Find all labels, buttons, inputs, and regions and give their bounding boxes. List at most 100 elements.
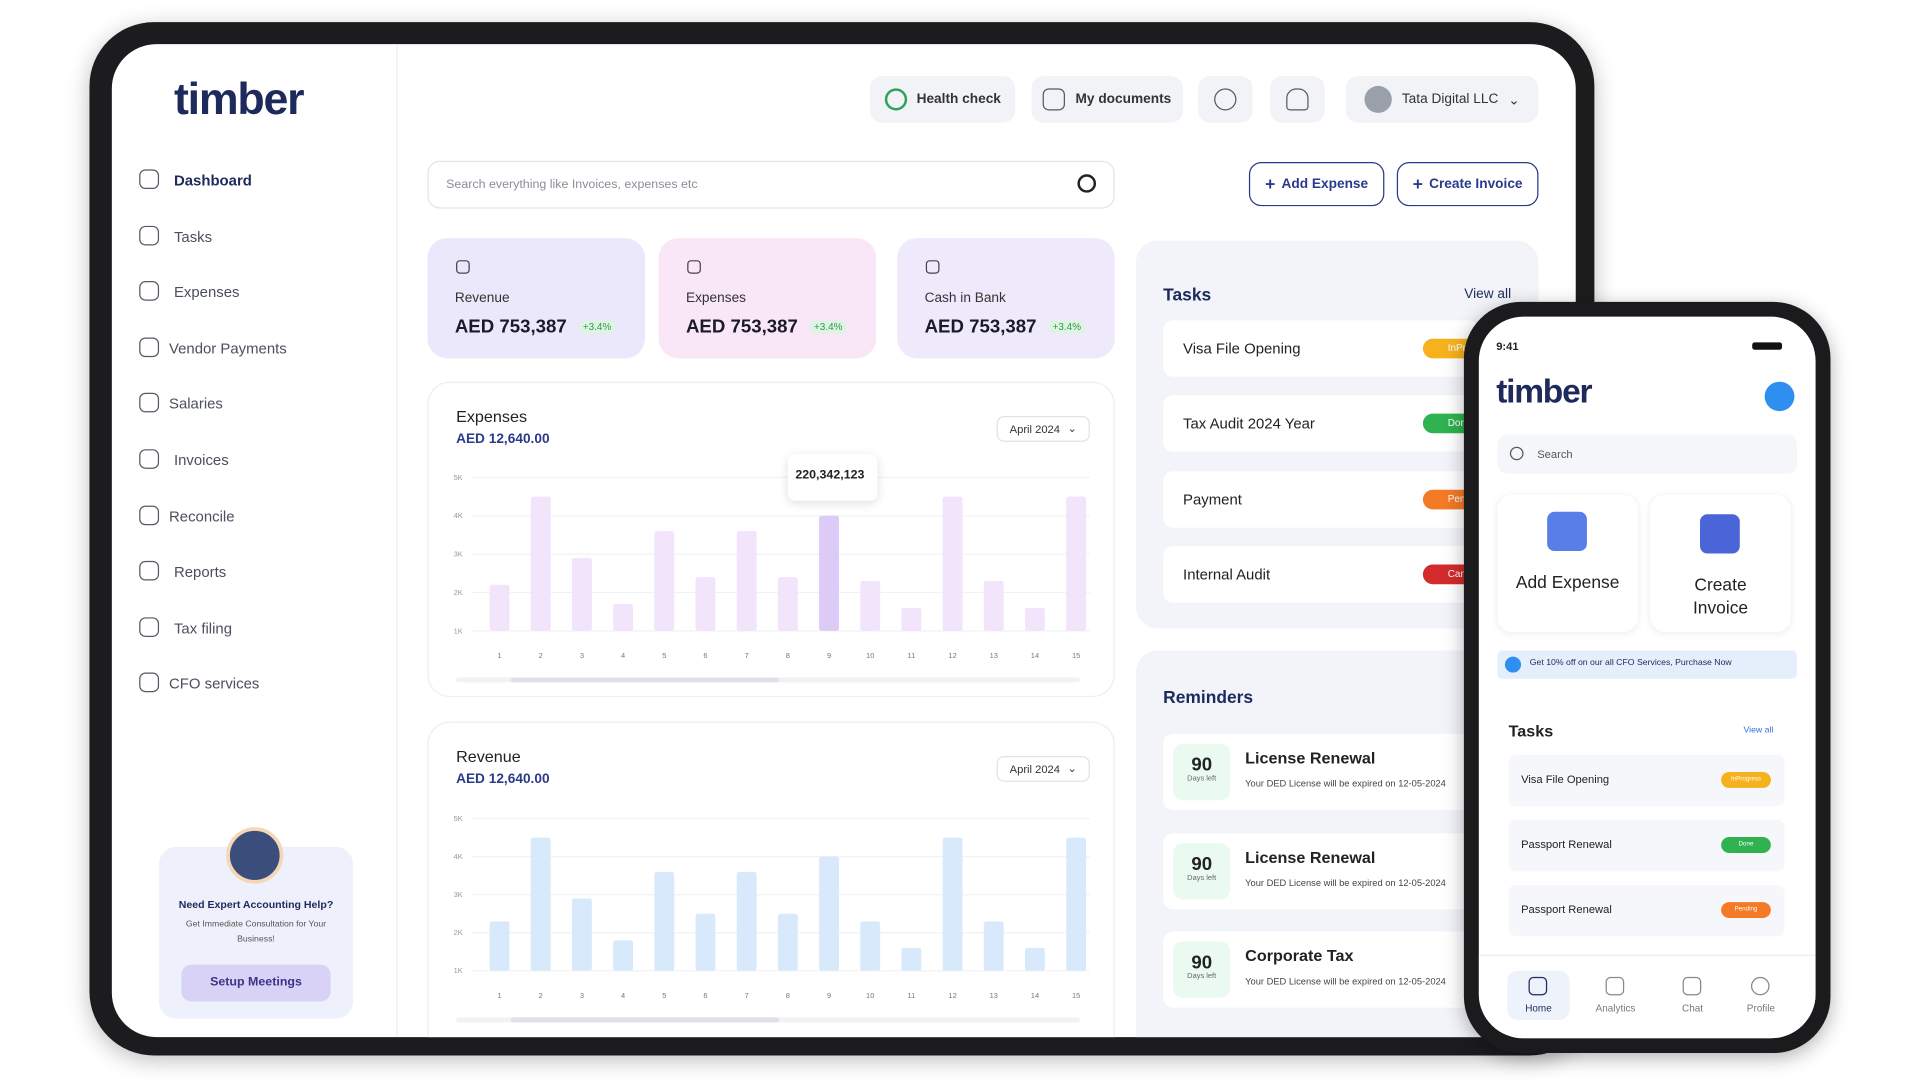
chart-total: AED 12,640.00 (456, 432, 550, 447)
task-row[interactable]: Internal AuditCancelled (1163, 546, 1479, 603)
promo-banner[interactable]: Get 10% off on our all CFO Services, Pur… (1497, 650, 1797, 679)
nav-icon (139, 673, 160, 693)
tablet-screen: timber Need Expert Accounting Help? Get … (111, 44, 1576, 1038)
phone-add-expense-label: Add Expense (1515, 571, 1620, 592)
nav-item[interactable]: Dashboard (173, 171, 252, 190)
phone-view-all[interactable]: View all (1743, 726, 1774, 736)
x-tick-label: 11 (908, 991, 916, 1000)
phone-task-row[interactable]: Passport Renewal Pending (1508, 884, 1785, 937)
active-tab-bg (1507, 970, 1570, 1020)
nav-item[interactable]: Expenses (173, 283, 240, 301)
chart-title: Revenue (456, 747, 521, 766)
phone-add-expense[interactable]: Add Expense (1497, 494, 1638, 633)
task-row[interactable]: PaymentPending (1163, 471, 1479, 528)
nav-icon (139, 449, 160, 469)
company-menu[interactable]: Tata Digital LLC ⌄ (1345, 76, 1539, 123)
nav-item[interactable]: CFO services (169, 675, 260, 693)
health-check-label: Health check (916, 92, 1001, 107)
tab-icon[interactable] (1528, 976, 1548, 996)
phone-bell[interactable] (1764, 381, 1795, 412)
reminder-row[interactable]: 90 Days left Corporate Tax Your DED License… (1163, 931, 1479, 1008)
kpi-card: Cash in Bank AED 753,387 +3.4% (897, 238, 1115, 359)
x-tick-label: 14 (1031, 991, 1039, 1000)
tab-icon[interactable] (1750, 976, 1770, 996)
phone-task-name: Passport Renewal (1521, 838, 1612, 851)
nav-icon (139, 393, 160, 413)
chevron: ⌄ (1067, 762, 1077, 775)
x-tick-label: 7 (745, 651, 749, 660)
documents-label: My documents (1075, 92, 1172, 107)
nav-item[interactable]: Salaries (169, 395, 223, 413)
nav-item[interactable]: Tasks (173, 227, 213, 245)
tab-icon[interactable] (1605, 976, 1625, 996)
bar (777, 577, 798, 631)
tablet-frame: timber Need Expert Accounting Help? Get … (89, 22, 1595, 1056)
phone-search[interactable]: Search (1497, 434, 1797, 474)
setup-button[interactable]: Setup Meetings (181, 964, 331, 1002)
search-box[interactable]: Search everything like Invoices, expense… (427, 160, 1115, 209)
x-tick-label: 12 (948, 651, 956, 660)
phone-task-status: Done (1721, 837, 1771, 853)
tab-icon[interactable] (1682, 976, 1702, 996)
bar (654, 531, 675, 631)
tab-label[interactable]: Home (1525, 1002, 1552, 1014)
phone-task-status: InProgress (1721, 771, 1771, 788)
check-icon (884, 88, 907, 111)
invoice-icon (1700, 514, 1740, 554)
task-row[interactable]: Tax Audit 2024 Year Done (1163, 395, 1479, 452)
view-all-link[interactable]: View all (1464, 287, 1512, 302)
nav-item[interactable]: Reconcile (169, 507, 235, 525)
y-tick-label: 5K (454, 814, 463, 823)
scroll-thumb[interactable] (510, 677, 780, 683)
chevron: ⌄ (1067, 422, 1077, 435)
revenue-card: Revenue AED 12,640.00 April 2024 ⌄ 1K 2K 3K… (427, 721, 1115, 1038)
phone-create-invoice[interactable]: Create Invoice (1650, 494, 1791, 633)
scroll-thumb[interactable] (510, 1017, 780, 1023)
tab-label[interactable]: Analytics (1595, 1002, 1636, 1014)
bar (571, 898, 592, 971)
nav-item[interactable]: Tax filing (173, 619, 232, 637)
period-dropdown[interactable]: April 2024 ⌄ (996, 416, 1090, 442)
x-tick-label: 14 (1031, 651, 1039, 660)
health-check-button[interactable]: Health check (869, 76, 1016, 123)
search-icon (1509, 446, 1524, 461)
documents-button[interactable]: My documents (1031, 76, 1184, 123)
tab-label[interactable]: Profile (1746, 1002, 1776, 1014)
x-tick-label: 11 (908, 651, 916, 660)
y-tick-label: 5K (454, 473, 463, 482)
phone-create-invoice-label: Create Invoice (1692, 574, 1749, 618)
period: April 2024 (1009, 762, 1061, 776)
x-tick-label: 9 (827, 651, 831, 660)
reminder-row[interactable]: 90 Days left License Renewal Your DED Licen… (1163, 733, 1479, 811)
company-avatar (1364, 85, 1392, 113)
nav-item[interactable]: Invoices (173, 451, 229, 469)
bell-button[interactable] (1270, 76, 1325, 123)
add-expense-button[interactable]: + Add Expense (1248, 162, 1385, 207)
nav-item[interactable]: Vendor Payments (169, 339, 287, 357)
create-invoice-button[interactable]: + Create Invoice (1396, 162, 1539, 207)
nav-icon (139, 281, 160, 301)
phone-task-row[interactable]: Passport Renewal Done (1508, 819, 1785, 872)
bar (942, 837, 963, 971)
reminder-row[interactable]: 90 Days left License Renewal Your DED Licen… (1163, 833, 1479, 910)
tab-label[interactable]: Chat (1682, 1002, 1704, 1014)
phone-task-row[interactable]: Visa File Opening InProgress (1508, 754, 1785, 807)
period-dropdown[interactable]: April 2024 ⌄ (996, 756, 1090, 782)
bar (777, 913, 798, 971)
tasks-title: Tasks (1163, 284, 1212, 305)
chat-icon (1214, 88, 1237, 111)
x-tick-label: 7 (745, 991, 749, 1000)
chat-button[interactable] (1197, 76, 1253, 123)
nav-icon (139, 225, 160, 245)
phone-frame: 9:41 timber Search Add Expense Create In… (1463, 301, 1831, 1054)
task-name: Internal Audit (1183, 565, 1271, 583)
nav-item[interactable]: Reports (173, 563, 227, 581)
bar (654, 871, 675, 971)
tooltip-value: 220,342,123 (795, 468, 865, 483)
y-tick-label: 1K (454, 966, 463, 975)
y-tick-label: 4K (454, 852, 463, 861)
reminder-text: Your DED License will be expired on 12-0… (1245, 778, 1446, 790)
